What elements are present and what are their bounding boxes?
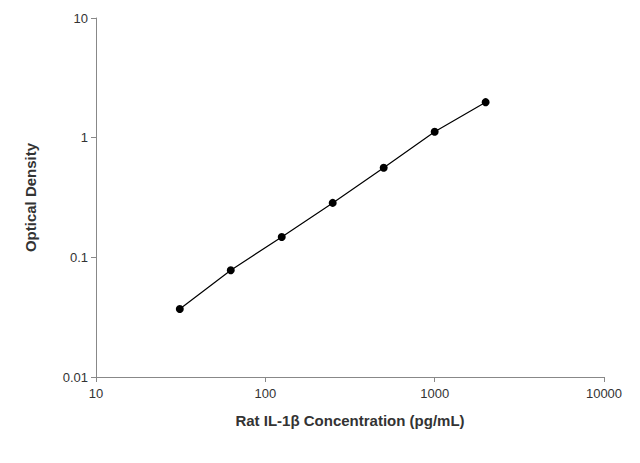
svg-text:10: 10 — [74, 11, 88, 26]
svg-text:10000: 10000 — [586, 386, 622, 401]
svg-text:1000: 1000 — [420, 386, 449, 401]
svg-text:0.01: 0.01 — [63, 370, 88, 385]
svg-text:0.1: 0.1 — [70, 250, 88, 265]
svg-text:1: 1 — [81, 130, 88, 145]
svg-text:100: 100 — [254, 386, 276, 401]
svg-text:10: 10 — [89, 386, 103, 401]
svg-text:Rat IL-1β Concentration (pg/mL: Rat IL-1β Concentration (pg/mL) — [235, 412, 464, 429]
svg-text:Optical Density: Optical Density — [22, 142, 39, 252]
